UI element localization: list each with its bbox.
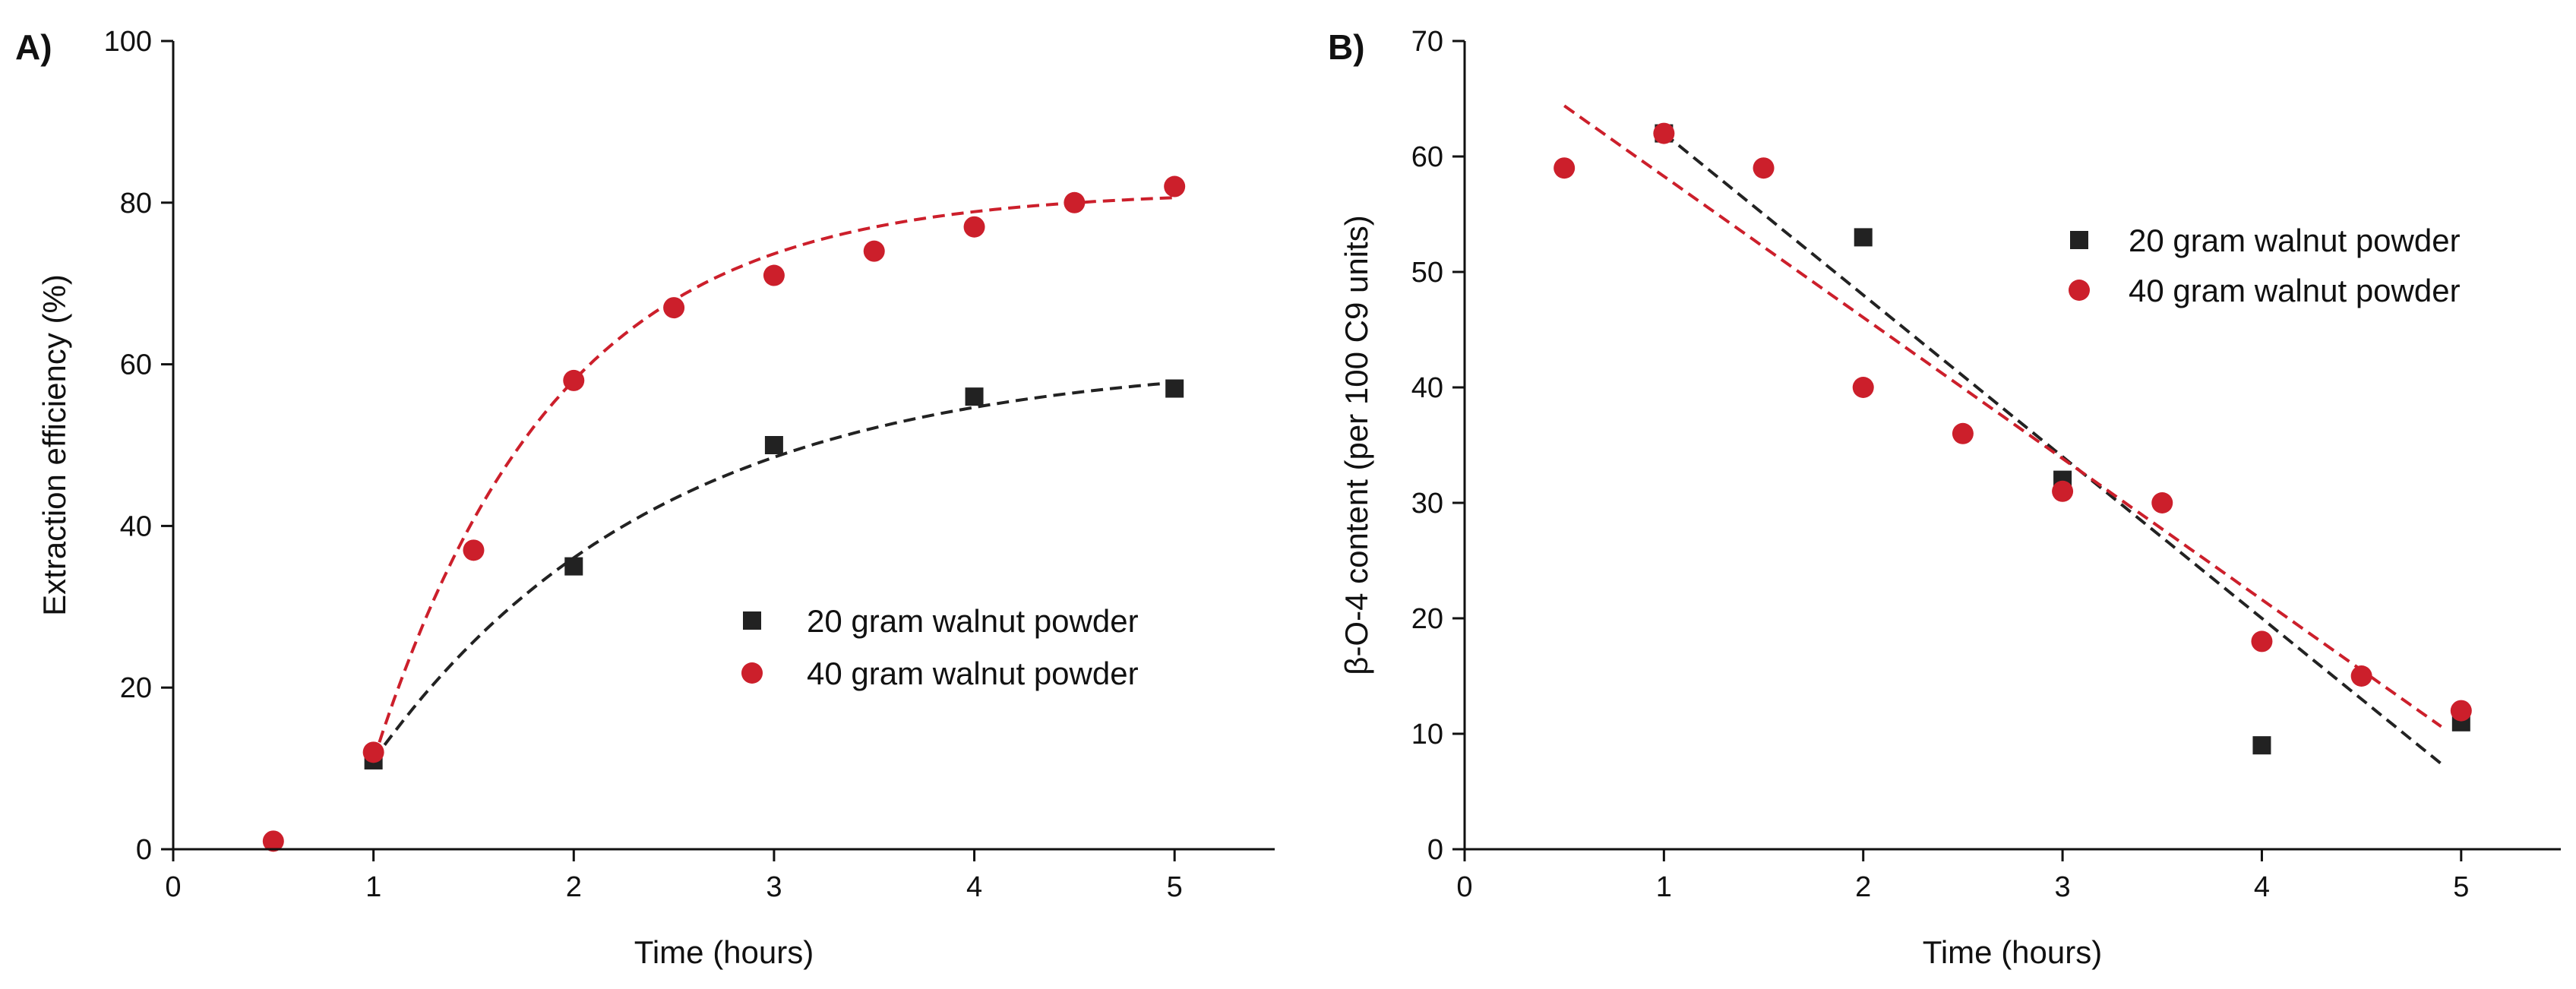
panel-b-x-tick-label: 1 — [1656, 871, 1672, 903]
panel-b-x-tick-label: 3 — [2055, 871, 2071, 903]
panel-a-y-tick-label: 0 — [136, 834, 152, 866]
panel-b-y-tick-label: 70 — [1411, 26, 1443, 58]
panel-a-x-tick-label: 5 — [1167, 871, 1183, 903]
panel-a-point-40g — [463, 539, 485, 561]
panel-b-legend-marker-20g — [2070, 231, 2088, 249]
panel-b-point-40g — [2251, 630, 2273, 652]
panel-b-point-40g — [1753, 157, 1775, 179]
panel-b-point-40g — [2052, 480, 2074, 502]
panel-b-point-20g — [1854, 228, 1873, 247]
panel-a-ticks: 0 1 2 3 4 5 0 20 40 60 80 100 — [104, 26, 1183, 903]
panel-b-point-40g — [1653, 122, 1675, 144]
panel-a-point-20g — [764, 436, 783, 454]
panel-a: A) 0 1 2 3 4 5 0 20 40 60 80 100 Time (hours) Extra… — [15, 26, 1275, 970]
panel-a-legend-marker-20g — [743, 611, 761, 630]
panel-a-x-tick-label: 3 — [766, 871, 782, 903]
panel-a-point-40g — [763, 264, 785, 286]
panel-b-y-tick-label: 30 — [1411, 488, 1443, 520]
panel-a-x-tick-label: 2 — [566, 871, 582, 903]
panel-a-legend-label-40g: 40 gram walnut powder — [807, 656, 1139, 691]
panel-b-point-40g — [1952, 422, 1974, 444]
panel-a-fit-lines — [371, 196, 1175, 762]
panel-b-x-axis-label: Time (hours) — [1923, 934, 2102, 970]
panel-b-point-40g — [1554, 157, 1576, 179]
panel-a-label: A) — [15, 27, 52, 67]
panel-b-fit-lines — [1563, 104, 2442, 766]
panel-b-legend-label-20g: 20 gram walnut powder — [2129, 223, 2461, 258]
panel-b-fit-line-20g — [1663, 132, 2442, 766]
panel-b-x-tick-label: 5 — [2453, 871, 2469, 903]
panel-a-point-40g — [563, 369, 585, 391]
panel-a-point-40g — [262, 830, 284, 852]
panel-a-fit-line-40g — [371, 196, 1175, 761]
panel-b-x-tick-label: 2 — [1855, 871, 1871, 903]
panel-a-y-tick-label: 80 — [120, 188, 152, 220]
panel-a-x-tick-label: 1 — [365, 871, 381, 903]
panel-b-point-20g — [2252, 736, 2271, 755]
panel-b-point-40g — [2450, 700, 2472, 722]
panel-b-y-axis-label: β-O-4 content (per 100 C9 units) — [1339, 215, 1374, 675]
panel-a-fit-line-20g — [371, 381, 1175, 762]
panel-a-y-tick-label: 20 — [120, 672, 152, 704]
panel-b-legend-label-40g: 40 gram walnut powder — [2129, 273, 2461, 308]
panel-a-legend: 20 gram walnut powder 40 gram walnut pow… — [741, 603, 1139, 691]
panel-b-x-tick-label: 4 — [2254, 871, 2270, 903]
panel-b-x-tick-label: 0 — [1456, 871, 1472, 903]
panel-a-axes — [172, 41, 1275, 851]
panel-a-point-40g — [863, 240, 885, 262]
panel-a-point-40g — [1164, 175, 1186, 197]
panel-a-point-20g — [965, 387, 984, 406]
panel-b-fit-line-40g — [1563, 104, 2442, 728]
panel-a-y-tick-label: 40 — [120, 510, 152, 542]
panel-a-point-40g — [663, 297, 685, 319]
panel-b-y-tick-label: 40 — [1411, 372, 1443, 404]
panel-b-point-40g — [2151, 492, 2173, 513]
panel-b-legend: 20 gram walnut powder 40 gram walnut pow… — [2069, 223, 2461, 308]
panel-a-x-tick-label: 4 — [966, 871, 982, 903]
panel-b-point-40g — [1852, 377, 1874, 398]
panel-b-axes — [1463, 41, 2561, 851]
panel-b-point-40g — [2350, 665, 2372, 687]
panel-b-y-tick-label: 20 — [1411, 603, 1443, 635]
panel-a-legend-marker-40g — [741, 662, 763, 684]
panel-a-point-20g — [564, 557, 583, 576]
panel-b-y-tick-label: 60 — [1411, 141, 1443, 173]
panel-b-points — [1554, 122, 2472, 755]
panel-a-x-tick-label: 0 — [165, 871, 181, 903]
panel-a-legend-label-20g: 20 gram walnut powder — [807, 603, 1139, 639]
panel-a-point-40g — [1064, 191, 1086, 213]
panel-a-x-axis-label: Time (hours) — [634, 934, 814, 970]
panel-a-y-tick-label: 100 — [104, 26, 152, 58]
panel-a-point-20g — [1165, 379, 1184, 398]
panel-b-y-tick-label: 50 — [1411, 257, 1443, 289]
panel-b-y-tick-label: 0 — [1427, 834, 1443, 866]
panel-b-label: B) — [1328, 27, 1365, 67]
panel-a-y-tick-label: 60 — [120, 349, 152, 381]
panel-a-point-40g — [963, 216, 985, 238]
panel-a-points — [262, 175, 1186, 852]
panel-b-legend-marker-40g — [2069, 280, 2090, 301]
panel-b-y-tick-label: 10 — [1411, 719, 1443, 750]
panel-a-y-axis-label: Extraction efficiency (%) — [36, 274, 72, 616]
panel-a-point-40g — [362, 741, 384, 763]
